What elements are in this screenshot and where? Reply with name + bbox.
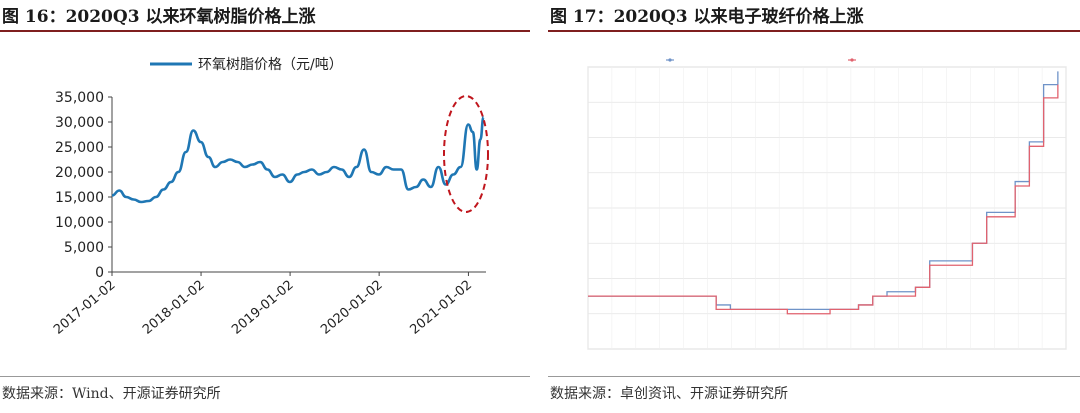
- right-source-rule: [548, 376, 1080, 377]
- left-source-rule: [0, 376, 530, 377]
- right-figure-title: 图 17：2020Q3 以来电子玻纤价格上涨: [550, 7, 864, 27]
- right-line-chart: [587, 58, 1067, 350]
- legend-label: 环氧树脂价格（元/吨）: [198, 57, 343, 73]
- y-tick-label: 15,000: [55, 190, 104, 206]
- x-tick-label: 2017-01-02: [51, 278, 119, 338]
- y-tick-label: 35,000: [55, 90, 104, 106]
- right-panel: 图 17：2020Q3 以来电子玻纤价格上涨 数据来源：卓创资讯、开源证券研究所: [548, 0, 1080, 413]
- legend-marker-red: [850, 58, 854, 62]
- x-tick-label: 2020-01-02: [318, 278, 386, 338]
- red-series-line: [588, 84, 1059, 315]
- y-tick-label: 5,000: [64, 240, 104, 256]
- x-tick-label: 2019-01-02: [229, 278, 297, 338]
- left-figure-title: 图 16：2020Q3 以来环氧树脂价格上涨: [2, 7, 316, 27]
- y-tick-label: 20,000: [55, 165, 104, 181]
- y-tick-label: 10,000: [55, 215, 104, 231]
- right-source-note: 数据来源：卓创资讯、开源证券研究所: [550, 386, 788, 402]
- x-tick-label: 2021-01-02: [407, 278, 475, 338]
- legend-marker-blue: [668, 58, 672, 62]
- right-title-rule: [548, 30, 1080, 32]
- y-tick-label: 0: [95, 265, 104, 281]
- left-source-note: 数据来源：Wind、开源证券研究所: [2, 386, 221, 402]
- epoxy-price-line: [111, 115, 485, 204]
- y-tick-label: 25,000: [55, 140, 104, 156]
- highlight-ellipse: [443, 95, 489, 213]
- left-title-rule: [0, 30, 530, 32]
- left-line-chart: 0 5,000 10,000 15,000 20,000 25,000 30,000 35,0…: [51, 57, 489, 338]
- x-tick-label: 2018-01-02: [140, 278, 208, 338]
- y-tick-label: 30,000: [55, 115, 104, 131]
- left-panel: 图 16：2020Q3 以来环氧树脂价格上涨 0 5,000 10,000 15,00…: [0, 0, 530, 413]
